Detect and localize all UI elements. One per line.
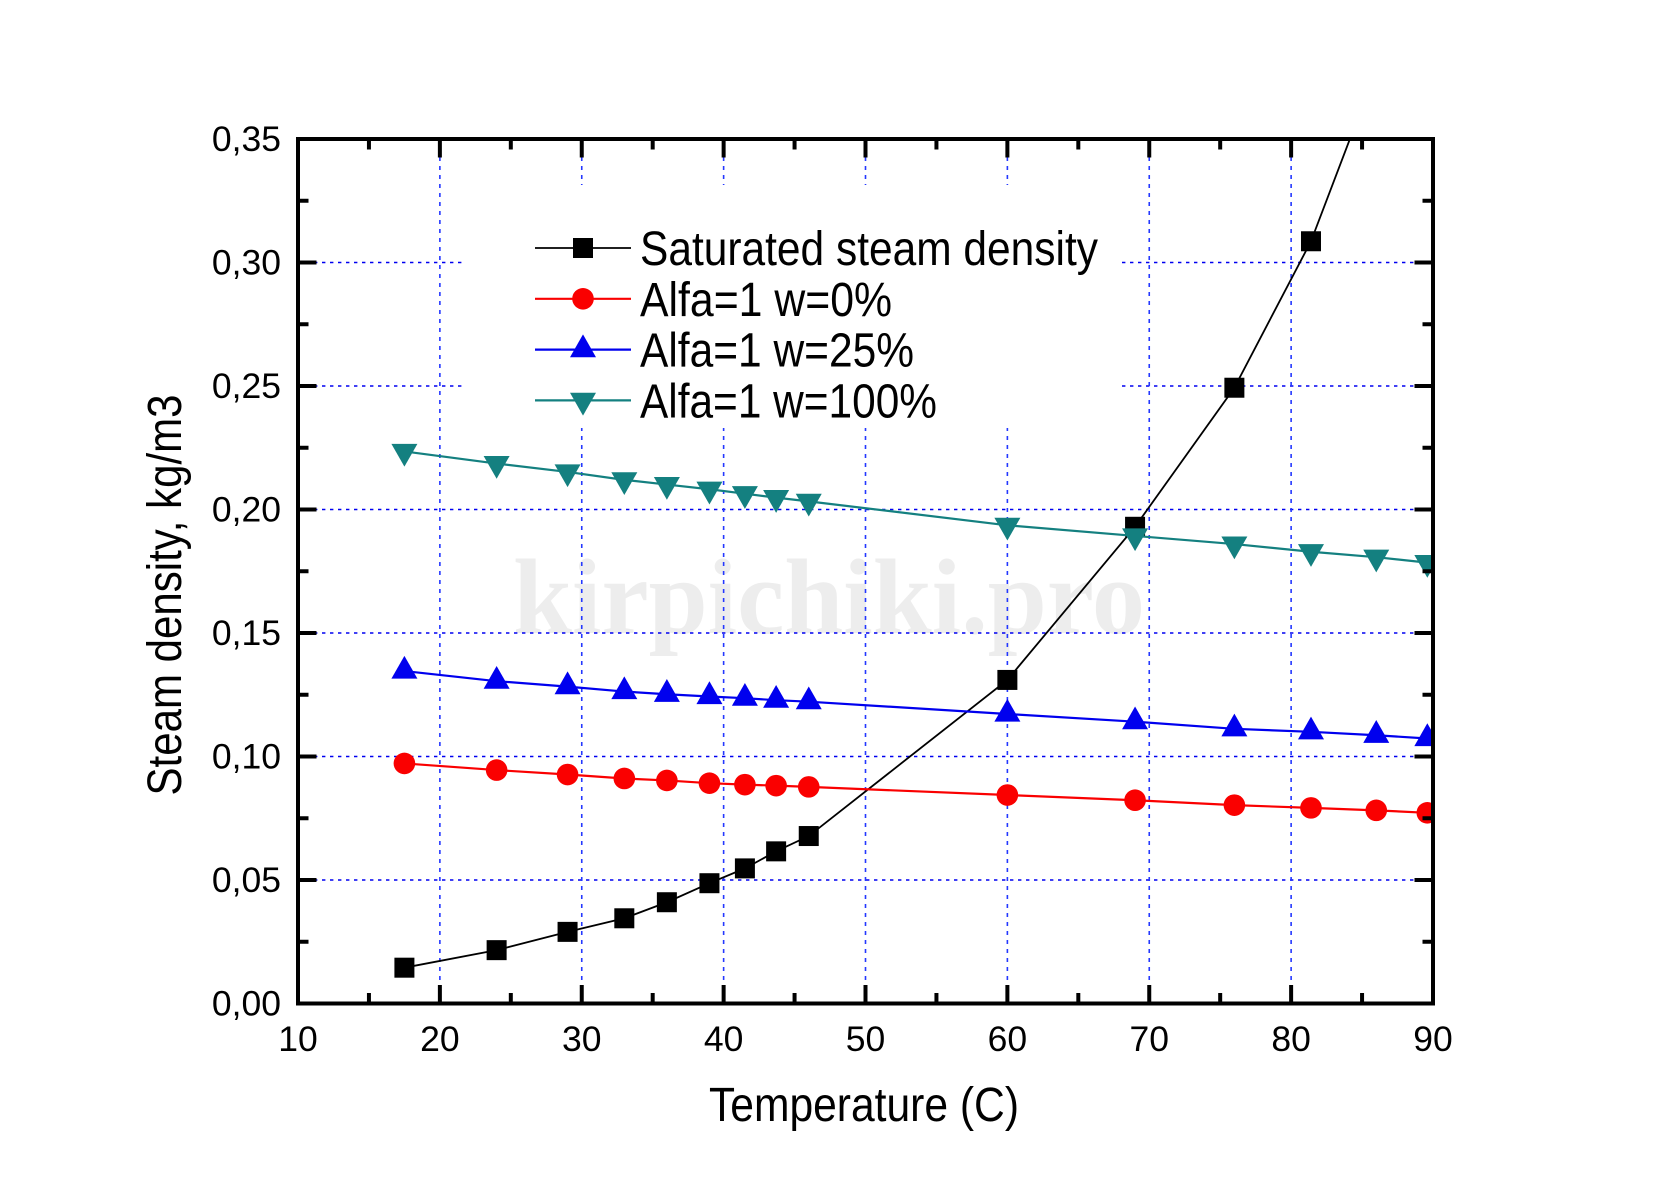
data-point-marker [613, 767, 636, 790]
data-point-marker [570, 334, 596, 358]
data-point-marker [795, 493, 822, 517]
legend-label: Alfa=1 w=0% [640, 274, 892, 327]
data-point-marker [391, 443, 418, 467]
legend-label: Alfa=1 w=25% [640, 325, 914, 378]
legend-entry: Alfa=1 w=0% [535, 274, 892, 327]
series-square [394, 139, 1351, 978]
data-point-marker [656, 769, 678, 792]
data-point-marker [698, 772, 721, 794]
data-point-marker [699, 873, 720, 894]
y-tick-label: 0,20 [212, 490, 281, 530]
data-point-marker [653, 679, 680, 702]
data-point-marker [696, 481, 723, 505]
data-point-marker [656, 892, 677, 913]
legend-entry: Alfa=1 w=25% [535, 325, 914, 378]
x-tick-label: 90 [1413, 1019, 1453, 1059]
data-point-marker [731, 486, 758, 509]
plot-area [391, 139, 1433, 978]
data-point-marker [611, 676, 638, 700]
data-point-marker [1221, 713, 1248, 737]
data-point-marker [611, 472, 638, 496]
data-point-marker [731, 683, 758, 706]
legend-label: Saturated steam density [640, 223, 1098, 276]
data-point-marker [556, 763, 579, 786]
data-point-marker [994, 698, 1021, 722]
data-point-marker [996, 784, 1019, 806]
watermark-text: kirpichiki.pro [513, 539, 1145, 657]
data-point-marker [485, 759, 508, 781]
x-tick-label: 50 [846, 1019, 886, 1059]
data-point-marker [1224, 377, 1245, 398]
y-tick-label: 0,05 [212, 860, 281, 900]
data-point-marker [797, 776, 820, 798]
x-tick-label: 20 [420, 1019, 460, 1059]
data-point-marker [570, 392, 596, 416]
chart-plot-generated: 10 20 30 40 50 60 70 80 90 0,00 0,05 0,10 0,15 0,20 0,… [212, 119, 1453, 1059]
data-point-marker [653, 476, 680, 500]
data-point-marker [557, 921, 578, 942]
data-point-marker [795, 686, 822, 710]
data-point-marker [765, 774, 787, 797]
data-point-marker [1414, 723, 1433, 747]
data-point-marker [1221, 536, 1248, 560]
series-circle [393, 752, 1433, 824]
data-point-marker [696, 681, 723, 705]
x-tick-label: 70 [1130, 1019, 1170, 1059]
data-point-marker [483, 665, 510, 689]
y-tick-label: 0,00 [212, 984, 281, 1024]
data-point-marker [734, 858, 755, 879]
data-point-marker [572, 288, 594, 310]
data-point-marker [734, 773, 756, 796]
y-axis-title: Steam density, kg/m3 [139, 395, 192, 796]
legend-background [465, 185, 1120, 428]
data-point-marker [997, 669, 1018, 690]
x-tick-label: 30 [562, 1019, 602, 1059]
axis-ticks [298, 139, 1433, 1004]
x-tick-label: 40 [704, 1019, 744, 1059]
data-point-marker [1122, 528, 1149, 552]
x-tick-label: 60 [988, 1019, 1028, 1059]
data-point-marker [1363, 549, 1390, 573]
x-tick-label: 10 [278, 1019, 318, 1059]
data-point-marker [483, 455, 510, 479]
data-point-marker [554, 671, 581, 695]
data-point-marker [391, 655, 418, 679]
data-point-marker [573, 238, 593, 258]
y-tick-label: 0,10 [212, 737, 281, 777]
data-point-marker [763, 684, 790, 708]
data-point-marker [1300, 797, 1322, 819]
x-axis-title: Temperature (C) [709, 1079, 1019, 1132]
y-tick-label: 0,25 [212, 366, 281, 406]
data-point-marker [763, 490, 790, 513]
x-tick-label: 80 [1271, 1019, 1311, 1059]
data-point-marker [766, 841, 787, 862]
data-point-marker [394, 957, 415, 978]
data-point-marker [1297, 716, 1324, 740]
data-point-marker [486, 940, 507, 961]
data-point-marker [1223, 794, 1246, 816]
y-tick-label: 0,35 [212, 119, 281, 159]
legend-entry: Alfa=1 w=100% [535, 375, 937, 428]
data-point-marker [1297, 544, 1324, 567]
data-point-marker [994, 517, 1021, 541]
data-point-marker [1124, 789, 1146, 812]
data-point-marker [1363, 720, 1390, 743]
data-point-marker [1300, 231, 1321, 252]
y-tick-label: 0,15 [212, 613, 281, 653]
data-point-marker [614, 908, 635, 929]
data-point-marker [1122, 706, 1149, 730]
y-tick-label: 0,30 [212, 243, 281, 283]
data-point-marker [1365, 799, 1388, 822]
data-point-marker [554, 464, 581, 488]
legend-label: Alfa=1 w=100% [640, 375, 937, 428]
legend-entry: Saturated steam density [535, 223, 1098, 276]
series-triangle-down [391, 443, 1433, 578]
tick-labels: 10 20 30 40 50 60 70 80 90 0,00 0,05 0,10 0,15 0,20 0,… [212, 119, 1453, 1059]
data-point-marker [393, 752, 416, 775]
data-point-marker [798, 826, 819, 847]
series-triangle-up [391, 655, 1433, 747]
